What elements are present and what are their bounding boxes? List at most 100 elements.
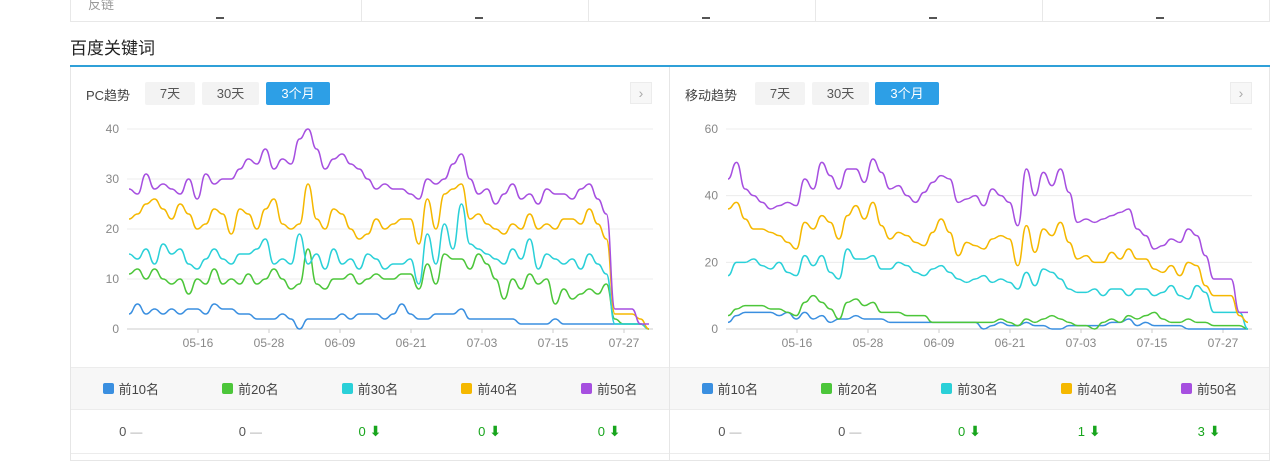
y-tick-label: 0	[112, 322, 119, 336]
series-line-4	[727, 201, 1249, 324]
panel-title: PC趋势	[86, 88, 131, 103]
y-tick-label: 0	[711, 322, 718, 336]
legend-swatch	[580, 383, 592, 394]
x-tick-label: 07-03	[467, 336, 498, 350]
legend-item-top40[interactable]: 前40名	[1029, 368, 1149, 409]
legend-label: 前10名	[717, 382, 759, 397]
series-line-2	[727, 294, 1249, 330]
legend-label: 前30名	[957, 382, 998, 397]
cell-marker	[929, 15, 937, 19]
legend-item-top40[interactable]: 前40名	[430, 368, 550, 409]
x-tick-label: 05-28	[254, 336, 285, 350]
pc-trend-panel: PC趋势 7天 30天 3个月 › 0 10 20 30 40 05-16 05-28 06-…	[70, 67, 670, 461]
legend-swatch	[1180, 383, 1192, 394]
chevron-right-icon[interactable]: ›	[630, 82, 652, 104]
series-line-4	[128, 183, 650, 330]
legend-swatch	[341, 383, 353, 394]
section-divider	[70, 65, 1270, 67]
series-line-3	[128, 203, 650, 330]
section-title: 百度关键词	[70, 39, 155, 58]
arrow-down-icon: ⬇	[608, 423, 621, 439]
rank-value-top20: 0—	[790, 410, 910, 453]
legend-item-top20[interactable]: 前20名	[191, 368, 311, 409]
series-line-5	[727, 158, 1248, 314]
trend-flat-icon: —	[849, 424, 862, 439]
trend-flat-icon: —	[250, 424, 262, 439]
legend-item-top30[interactable]: 前30名	[310, 368, 430, 409]
rank-value-top30: 0 ⬇	[910, 410, 1030, 453]
legend-item-top10[interactable]: 前10名	[670, 368, 790, 409]
cell-marker	[1156, 15, 1164, 19]
rank-count: 3	[1197, 424, 1205, 439]
table-cell	[362, 0, 589, 21]
panel-header: 移动趋势 7天 30天 3个月 ›	[670, 81, 1269, 105]
x-tick-label: 07-03	[1066, 336, 1097, 350]
legend-label: 前50名	[596, 382, 638, 397]
arrow-down-icon: ⬇	[1208, 423, 1221, 439]
y-tick-label: 40	[705, 189, 719, 203]
x-tick-label: 06-21	[396, 336, 427, 350]
y-tick-label: 20	[106, 222, 120, 236]
legend-swatch	[222, 383, 234, 394]
legend-swatch	[941, 383, 953, 394]
legend-swatch	[701, 383, 713, 394]
table-cell	[816, 0, 1043, 21]
series-line-2	[128, 248, 650, 330]
range-tab-7d[interactable]: 7天	[755, 82, 805, 105]
legend-label: 前10名	[118, 382, 160, 397]
x-tick-label: 06-09	[924, 336, 955, 350]
x-tick-label: 05-28	[853, 336, 884, 350]
legend-label: 前20名	[837, 382, 878, 397]
table-cell	[589, 0, 816, 21]
legend-item-top50[interactable]: 前50名	[549, 368, 669, 409]
legend-label: 前30名	[357, 382, 399, 397]
legend-label: 前40名	[1077, 382, 1118, 397]
x-tick-label: 07-15	[1137, 336, 1168, 350]
rank-count: 0	[838, 424, 846, 439]
range-tab-30d[interactable]: 30天	[812, 82, 869, 105]
top-table-strip: 反链	[70, 0, 1270, 22]
legend-row: 前10名 前20名 前30名 前40名 前50名	[670, 367, 1269, 410]
rank-value-top50: 0 ⬇	[549, 410, 669, 453]
range-tab-3m[interactable]: 3个月	[875, 82, 939, 105]
arrow-down-icon: ⬇	[489, 423, 502, 439]
mobile-trend-chart: 0 20 40 60 05-16 05-28 06-09 06-21 07-03 07-15 07-…	[705, 122, 1252, 350]
cell-marker	[216, 15, 224, 19]
trend-flat-icon: —	[130, 424, 143, 439]
panel-title: 移动趋势	[685, 88, 738, 103]
x-tick-label: 06-21	[995, 336, 1026, 350]
arrow-down-icon: ⬇	[369, 423, 382, 439]
y-tick-label: 20	[705, 255, 719, 269]
table-cell: 反链	[71, 0, 362, 21]
panel-header: PC趋势 7天 30天 3个月 ›	[71, 81, 669, 105]
legend-item-top30[interactable]: 前30名	[910, 368, 1030, 409]
mobile-trend-panel: 移动趋势 7天 30天 3个月 › 0 20 40 60 05-16 05-28 06-09…	[670, 67, 1270, 461]
legend-item-top50[interactable]: 前50名	[1149, 368, 1269, 409]
rank-count: 0	[958, 424, 966, 439]
rank-count: 0	[597, 424, 605, 439]
range-tab-30d[interactable]: 30天	[202, 82, 259, 105]
legend-row: 前10名 前20名 前30名 前40名 前50名	[71, 367, 669, 410]
rank-count: 0	[478, 424, 486, 439]
series-line-5	[128, 128, 649, 325]
cell-marker	[702, 15, 710, 19]
rank-value-top10: 0—	[670, 410, 790, 453]
legend-swatch	[1061, 383, 1073, 394]
rank-count: 0	[238, 424, 246, 439]
chevron-right-icon[interactable]: ›	[1230, 82, 1252, 104]
rank-value-top40: 0 ⬇	[430, 410, 550, 453]
range-tab-7d[interactable]: 7天	[145, 82, 195, 105]
rank-count: 0	[718, 424, 726, 439]
rank-value-top20: 0—	[191, 410, 311, 453]
cell-marker	[475, 15, 483, 19]
arrow-down-icon: ⬇	[969, 423, 981, 439]
legend-item-top20[interactable]: 前20名	[790, 368, 910, 409]
series-line-1	[128, 303, 650, 330]
legend-item-top10[interactable]: 前10名	[71, 368, 191, 409]
arrow-down-icon: ⬇	[1089, 423, 1101, 439]
rank-count: 0	[119, 424, 127, 439]
series-line-3	[727, 248, 1249, 330]
range-tab-3m[interactable]: 3个月	[266, 82, 330, 105]
x-tick-label: 05-16	[183, 336, 214, 350]
x-tick-label: 07-27	[1208, 336, 1239, 350]
